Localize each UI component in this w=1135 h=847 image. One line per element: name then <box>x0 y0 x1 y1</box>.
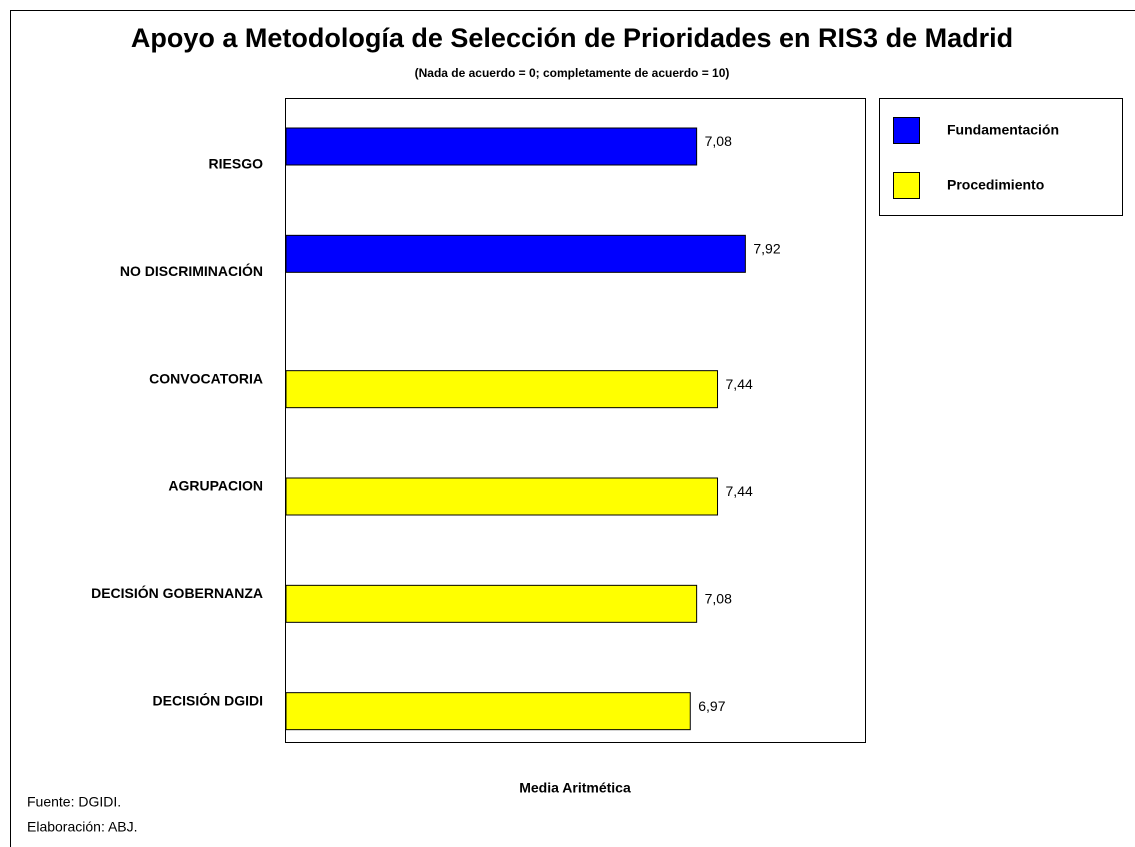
y-tick-label: NO DISCRIMINACIÓN <box>120 262 263 279</box>
bar <box>285 477 719 516</box>
legend-swatch <box>893 117 920 144</box>
y-tick-label: CONVOCATORIA <box>149 370 263 386</box>
data-label: 7,44 <box>726 376 753 392</box>
bar <box>285 234 746 273</box>
legend-label: Fundamentación <box>947 122 1059 138</box>
data-label: 7,08 <box>705 133 732 149</box>
chart-title: Apoyo a Metodología de Selección de Prio… <box>131 23 1013 53</box>
x-axis-label: Media Aritmética <box>519 780 631 796</box>
data-label: 7,08 <box>705 591 732 607</box>
legend-swatch <box>893 172 920 199</box>
chart-subtitle: (Nada de acuerdo = 0; completamente de a… <box>415 66 730 80</box>
y-tick-label: AGRUPACION <box>168 478 263 494</box>
data-label: 6,97 <box>698 698 725 714</box>
note: Fuente: DGIDI. <box>27 794 121 810</box>
y-tick-label: DECISIÓN DGIDI <box>153 691 263 708</box>
data-label: 7,44 <box>726 483 753 499</box>
plot-area <box>285 98 866 743</box>
bar <box>285 584 698 623</box>
legend-label: Procedimiento <box>947 177 1044 193</box>
bar <box>285 370 719 409</box>
note: Elaboración: ABJ. <box>27 819 138 835</box>
bar <box>285 692 691 731</box>
y-tick-label: RIESGO <box>209 156 264 172</box>
data-label: 7,92 <box>753 241 780 257</box>
bar <box>285 127 698 166</box>
y-tick-label: DECISIÓN GOBERNANZA <box>91 584 263 601</box>
